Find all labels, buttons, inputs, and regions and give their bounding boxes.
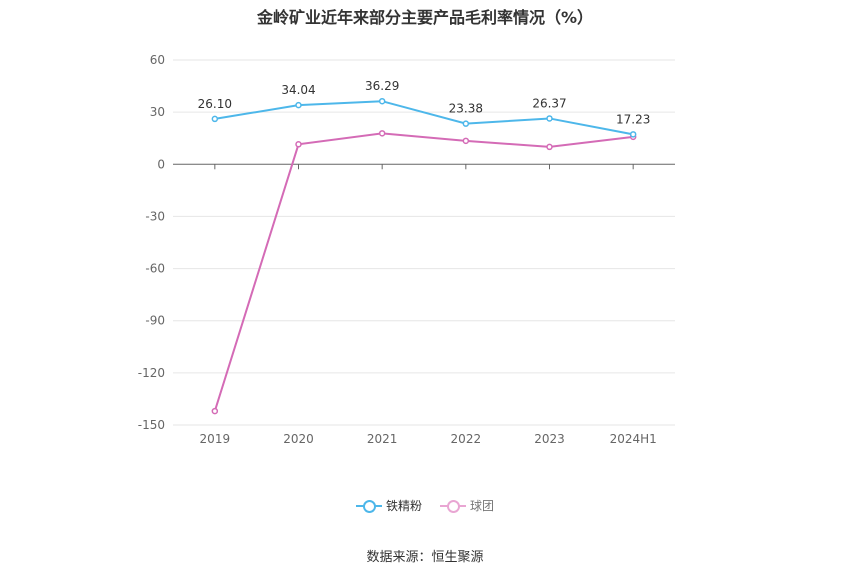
legend-item-series-2[interactable]: 球团 xyxy=(440,497,494,514)
data-point xyxy=(211,115,219,123)
x-tick-label: 2023 xyxy=(534,432,565,446)
y-tick-label: -120 xyxy=(138,366,165,380)
data-label: 23.38 xyxy=(449,102,483,116)
y-tick-label: -30 xyxy=(145,209,165,223)
y-tick-label: -90 xyxy=(145,314,165,328)
data-point xyxy=(378,130,386,137)
series-line-2 xyxy=(213,132,634,412)
data-point xyxy=(462,137,470,145)
legend-label-series-2: 球团 xyxy=(470,499,495,513)
legend-label-series-1: 铁精粉 xyxy=(385,499,422,513)
series-line-1 xyxy=(214,100,634,136)
y-tick-label: -60 xyxy=(145,262,165,276)
data-label: 36.29 xyxy=(365,79,399,93)
data-label: 17.23 xyxy=(616,112,650,126)
data-point xyxy=(462,120,470,127)
x-tick-label: 2022 xyxy=(451,432,482,446)
y-tick-label: -150 xyxy=(138,418,165,432)
legend-item-series-1[interactable]: 铁精粉 xyxy=(355,497,422,514)
data-label: 26.10 xyxy=(198,97,232,111)
data-label: 34.04 xyxy=(281,83,315,97)
legend: 铁精粉 球团 xyxy=(0,497,850,514)
x-tick-label: 2019 xyxy=(200,432,231,446)
legend-swatch-series-2 xyxy=(440,499,466,513)
chart-title: 金岭矿业近年来部分主要产品毛利率情况（%） xyxy=(256,8,594,27)
y-tick-label: 60 xyxy=(150,53,165,67)
data-point xyxy=(378,97,386,105)
legend-swatch-series-1 xyxy=(355,499,382,513)
x-tick-label: 2024H1 xyxy=(610,432,657,446)
data-label: 26.37 xyxy=(532,96,566,110)
y-tick-label: 0 xyxy=(157,157,165,171)
data-point xyxy=(295,141,302,148)
data-point xyxy=(546,143,553,151)
x-tick-label: 2021 xyxy=(367,432,398,446)
x-tick-label: 2020 xyxy=(283,432,314,446)
data-point xyxy=(546,115,553,122)
y-tick-label: 30 xyxy=(150,105,165,119)
data-point xyxy=(295,101,302,109)
data-point xyxy=(211,407,219,415)
data-point xyxy=(629,131,637,138)
data-source: 数据来源：恒生聚源 xyxy=(366,550,484,565)
